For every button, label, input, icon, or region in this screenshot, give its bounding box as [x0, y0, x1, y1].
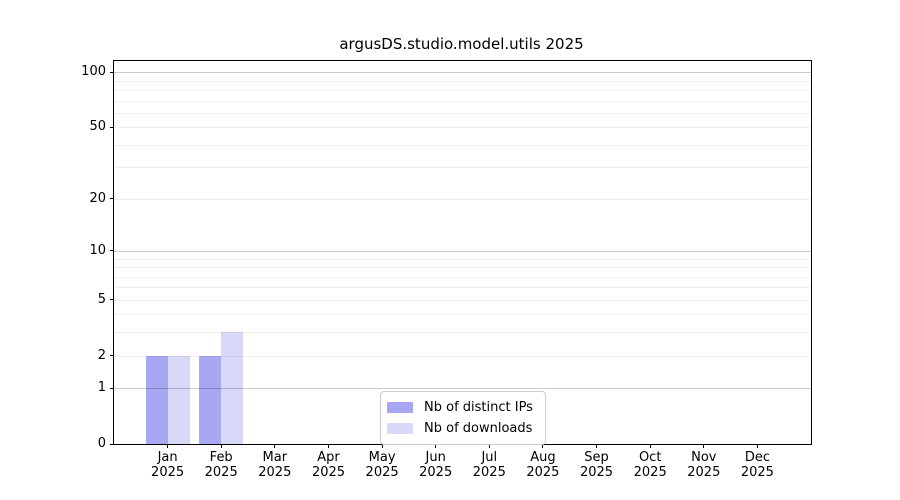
legend-swatch-distinct-ips [387, 402, 413, 413]
minor-gridline [114, 287, 811, 289]
y-tick-label: 100 [81, 64, 106, 80]
y-axis-tick [110, 355, 114, 356]
x-axis-tick [756, 444, 758, 448]
minor-gridline [114, 112, 811, 114]
bar-downloads [221, 332, 244, 444]
minor-gridline [114, 100, 811, 102]
x-tick-label: May 2025 [365, 450, 399, 480]
y-axis-tick [110, 250, 114, 252]
y-tick-label: 10 [89, 242, 106, 258]
y-tick-label: 50 [89, 119, 106, 135]
minor-gridline [114, 167, 811, 169]
x-tick-label: Aug 2025 [526, 450, 560, 480]
y-axis-tick [110, 387, 114, 389]
minor-gridline [114, 332, 811, 334]
x-tick-label: Dec 2025 [740, 450, 774, 480]
bar-distinct-ips [145, 355, 168, 444]
x-tick-label: Jan 2025 [151, 450, 185, 480]
x-axis-tick [596, 444, 597, 448]
x-axis-tick [328, 444, 329, 448]
chart-title: argusDS.studio.model.utils 2025 [339, 35, 584, 53]
x-tick-label: Oct 2025 [633, 450, 667, 480]
y-tick-label: 0 [97, 436, 106, 451]
major-gridline [114, 72, 811, 74]
minor-gridline [114, 314, 811, 316]
legend-label-distinct-ips: Nb of distinct IPs [424, 400, 533, 415]
bar-downloads [167, 355, 190, 444]
minor-gridline [114, 355, 811, 357]
x-axis-tick [167, 444, 169, 448]
major-gridline [114, 388, 811, 390]
major-gridline [114, 250, 811, 252]
x-tick-label: Jun 2025 [419, 450, 453, 480]
x-tick-label: Apr 2025 [311, 450, 346, 480]
minor-gridline [114, 144, 811, 146]
minor-gridline [114, 267, 811, 268]
y-axis-tick [110, 299, 114, 301]
y-tick-label: 1 [97, 380, 106, 396]
x-axis-tick [274, 444, 276, 448]
x-tick-label: Jul 2025 [472, 450, 506, 480]
x-tick-label: Feb 2025 [204, 450, 238, 480]
minor-gridline [114, 89, 811, 91]
x-axis-tick [488, 444, 490, 448]
legend: Nb of distinct IPs Nb of downloads [380, 391, 546, 445]
legend-item-distinct-ips: Nb of distinct IPs [387, 397, 537, 418]
x-axis-tick [542, 444, 544, 448]
minor-gridline [114, 80, 811, 82]
minor-gridline [114, 127, 811, 129]
minor-gridline [114, 276, 811, 278]
x-axis-tick [381, 444, 383, 448]
y-axis-tick [110, 443, 114, 445]
x-axis-tick [220, 444, 222, 448]
y-tick-label: 20 [89, 190, 106, 206]
x-tick-label: Nov 2025 [687, 450, 721, 480]
y-tick-label: 2 [97, 347, 106, 363]
bar-distinct-ips [199, 355, 222, 444]
minor-gridline [114, 299, 811, 301]
y-axis-tick [110, 71, 114, 73]
x-axis-tick [649, 444, 651, 448]
x-tick-label: Mar 2025 [258, 450, 292, 480]
legend-label-downloads: Nb of downloads [424, 421, 533, 436]
legend-swatch-downloads [387, 423, 413, 434]
plot-area: 0 1 2 5 10 20 50 100 Jan 2025 Feb 2025 Mar 2025 Apr… [81, 60, 812, 480]
minor-gridline [114, 198, 811, 200]
x-axis-tick [703, 444, 705, 448]
x-tick-label: Sep 2025 [579, 450, 614, 480]
legend-item-downloads: Nb of downloads [387, 418, 537, 439]
y-tick-label: 5 [97, 291, 106, 307]
minor-gridline [114, 258, 811, 260]
x-axis-tick [435, 444, 437, 448]
y-axis-tick [110, 126, 114, 128]
y-axis-tick [110, 198, 114, 200]
